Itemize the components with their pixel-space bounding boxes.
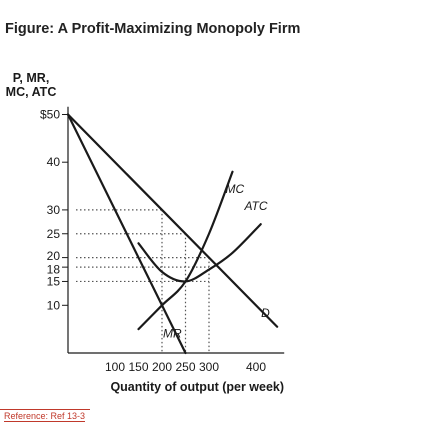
- y-tick-label: 10: [47, 298, 61, 312]
- labels: MC ATC D MR: [163, 182, 270, 341]
- y-tick-label: 25: [47, 227, 61, 241]
- y-tick-label: 15: [47, 274, 61, 288]
- y-tick-label: 30: [47, 203, 61, 217]
- x-tick-label: 200: [152, 360, 172, 374]
- divider: [0, 409, 90, 410]
- curve-label-mc: MC: [226, 182, 245, 196]
- x-tick-label: 300: [199, 360, 219, 374]
- x-tick-label: 150: [128, 360, 148, 374]
- curve-label-d: D: [261, 306, 270, 320]
- x-axis-title: Quantity of output (per week): [110, 380, 284, 394]
- figure-title: Figure: A Profit-Maximizing Monopoly Fir…: [5, 21, 301, 37]
- y-tick-label: 40: [47, 155, 61, 169]
- y-tick-label: $50: [40, 108, 60, 122]
- curve-atc: [137, 223, 262, 283]
- curve-label-mr: MR: [163, 327, 182, 341]
- y-tick-label: 20: [47, 249, 61, 263]
- curve-d: [66, 113, 279, 328]
- y-axis-title-line: MC, ATC: [6, 85, 57, 99]
- curve-label-atc: ATC: [243, 199, 267, 213]
- x-tick-label: 400: [246, 360, 266, 374]
- x-tick-label: 250: [175, 360, 195, 374]
- x-tick-label: 100: [105, 360, 125, 374]
- curve-mr: [66, 113, 187, 355]
- y-tick-label: 18: [47, 263, 61, 277]
- curves: [66, 113, 279, 355]
- reference-link[interactable]: Reference: Ref 13-3: [4, 411, 86, 422]
- y-axis-title-line: P, MR,: [13, 71, 50, 85]
